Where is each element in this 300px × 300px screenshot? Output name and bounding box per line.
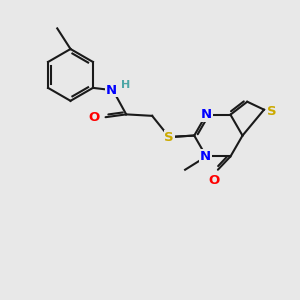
Text: S: S [267,105,277,118]
Text: N: N [200,150,211,163]
Text: S: S [164,130,174,143]
Text: O: O [88,111,99,124]
Text: N: N [106,84,117,97]
Text: N: N [201,108,212,121]
Text: O: O [208,173,220,187]
Text: H: H [121,80,130,90]
